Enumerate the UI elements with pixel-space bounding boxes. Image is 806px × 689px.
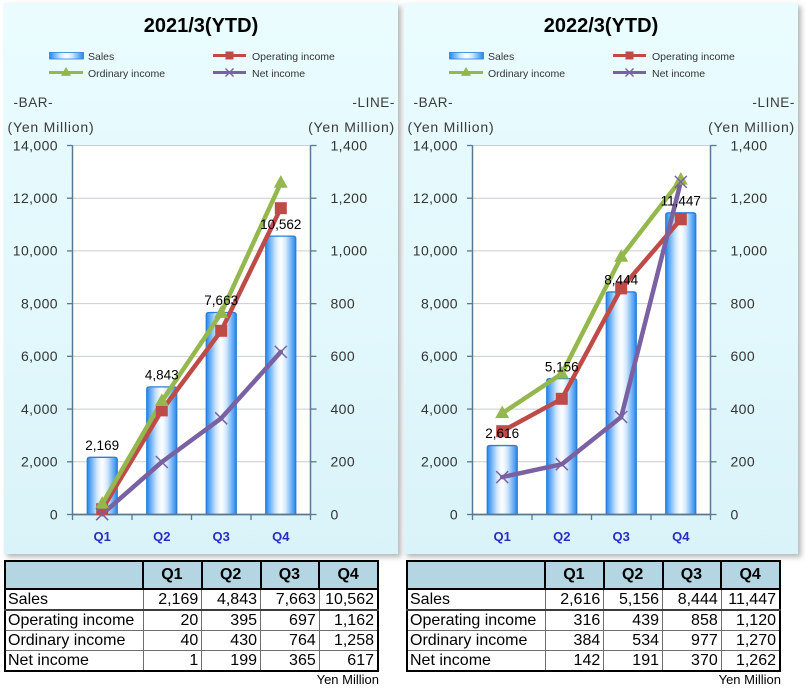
svg-text:8,444: 8,444 [604,273,638,288]
svg-text:Operating income: Operating income [252,51,335,63]
svg-text:1,200: 1,200 [731,190,768,206]
svg-text:Q1: Q1 [494,529,511,544]
svg-text:Q4: Q4 [672,529,690,544]
svg-text:400: 400 [731,401,756,417]
svg-text:1,400: 1,400 [731,137,768,153]
svg-text:-BAR-: -BAR- [414,95,454,110]
svg-text:Sales: Sales [88,51,114,63]
svg-text:-BAR-: -BAR- [14,95,54,110]
svg-text:4,843: 4,843 [145,368,179,383]
svg-text:2022/3(YTD): 2022/3(YTD) [544,15,659,37]
svg-text:Ordinary income: Ordinary income [488,68,565,80]
svg-text:12,000: 12,000 [413,190,458,206]
svg-text:Ordinary income: Ordinary income [88,68,165,80]
svg-text:1,400: 1,400 [331,137,368,153]
svg-text:Net income: Net income [252,68,305,80]
svg-text:800: 800 [331,295,356,311]
svg-text:8,000: 8,000 [421,295,458,311]
svg-text:12,000: 12,000 [13,190,58,206]
svg-text:600: 600 [731,348,756,364]
svg-text:6,000: 6,000 [421,348,458,364]
svg-text:0: 0 [450,506,458,522]
svg-text:600: 600 [331,348,356,364]
svg-text:200: 200 [731,454,756,470]
svg-text:-LINE-: -LINE- [352,95,395,110]
svg-text:2021/3(YTD): 2021/3(YTD) [144,15,259,37]
svg-text:Operating income: Operating income [652,51,735,63]
svg-text:Sales: Sales [488,51,514,63]
svg-text:(Yen Million): (Yen Million) [708,119,795,135]
svg-text:2,169: 2,169 [85,438,119,453]
svg-text:0: 0 [331,506,339,522]
svg-text:1,200: 1,200 [331,190,368,206]
svg-text:Q2: Q2 [153,529,170,544]
svg-text:11,447: 11,447 [661,194,701,209]
svg-text:4,000: 4,000 [421,401,458,417]
svg-text:2,000: 2,000 [21,454,58,470]
svg-text:(Yen Million): (Yen Million) [8,119,95,135]
svg-text:200: 200 [331,454,356,470]
svg-text:Q3: Q3 [213,529,230,544]
svg-text:8,000: 8,000 [21,295,58,311]
svg-text:1,000: 1,000 [331,243,368,259]
svg-text:Q3: Q3 [613,529,630,544]
svg-text:1,000: 1,000 [731,243,768,259]
svg-text:14,000: 14,000 [413,137,458,153]
svg-text:0: 0 [731,506,739,522]
svg-text:0: 0 [50,506,58,522]
svg-text:2,616: 2,616 [485,426,519,441]
svg-text:400: 400 [331,401,356,417]
svg-text:(Yen Million): (Yen Million) [308,119,395,135]
svg-text:Net income: Net income [652,68,705,80]
svg-text:Q2: Q2 [553,529,570,544]
svg-text:10,000: 10,000 [413,243,458,259]
svg-text:2,000: 2,000 [421,454,458,470]
svg-text:Q1: Q1 [94,529,111,544]
svg-text:10,562: 10,562 [260,217,301,232]
svg-text:-LINE-: -LINE- [752,95,795,110]
svg-text:10,000: 10,000 [13,243,58,259]
svg-text:6,000: 6,000 [21,348,58,364]
svg-text:800: 800 [731,295,756,311]
svg-text:7,663: 7,663 [204,293,238,308]
svg-text:(Yen Million): (Yen Million) [408,119,495,135]
svg-text:4,000: 4,000 [21,401,58,417]
svg-text:14,000: 14,000 [13,137,58,153]
svg-text:5,156: 5,156 [545,359,579,374]
svg-text:Q4: Q4 [272,529,290,544]
